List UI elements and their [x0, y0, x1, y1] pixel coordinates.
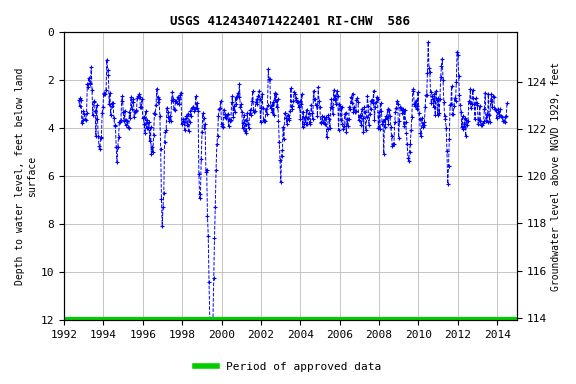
Title: USGS 412434071422401 RI-CHW  586: USGS 412434071422401 RI-CHW 586 [170, 15, 411, 28]
Legend: Period of approved data: Period of approved data [191, 358, 385, 377]
Y-axis label: Depth to water level, feet below land
surface: Depth to water level, feet below land su… [15, 68, 37, 285]
Y-axis label: Groundwater level above NGVD 1929, feet: Groundwater level above NGVD 1929, feet [551, 62, 561, 291]
